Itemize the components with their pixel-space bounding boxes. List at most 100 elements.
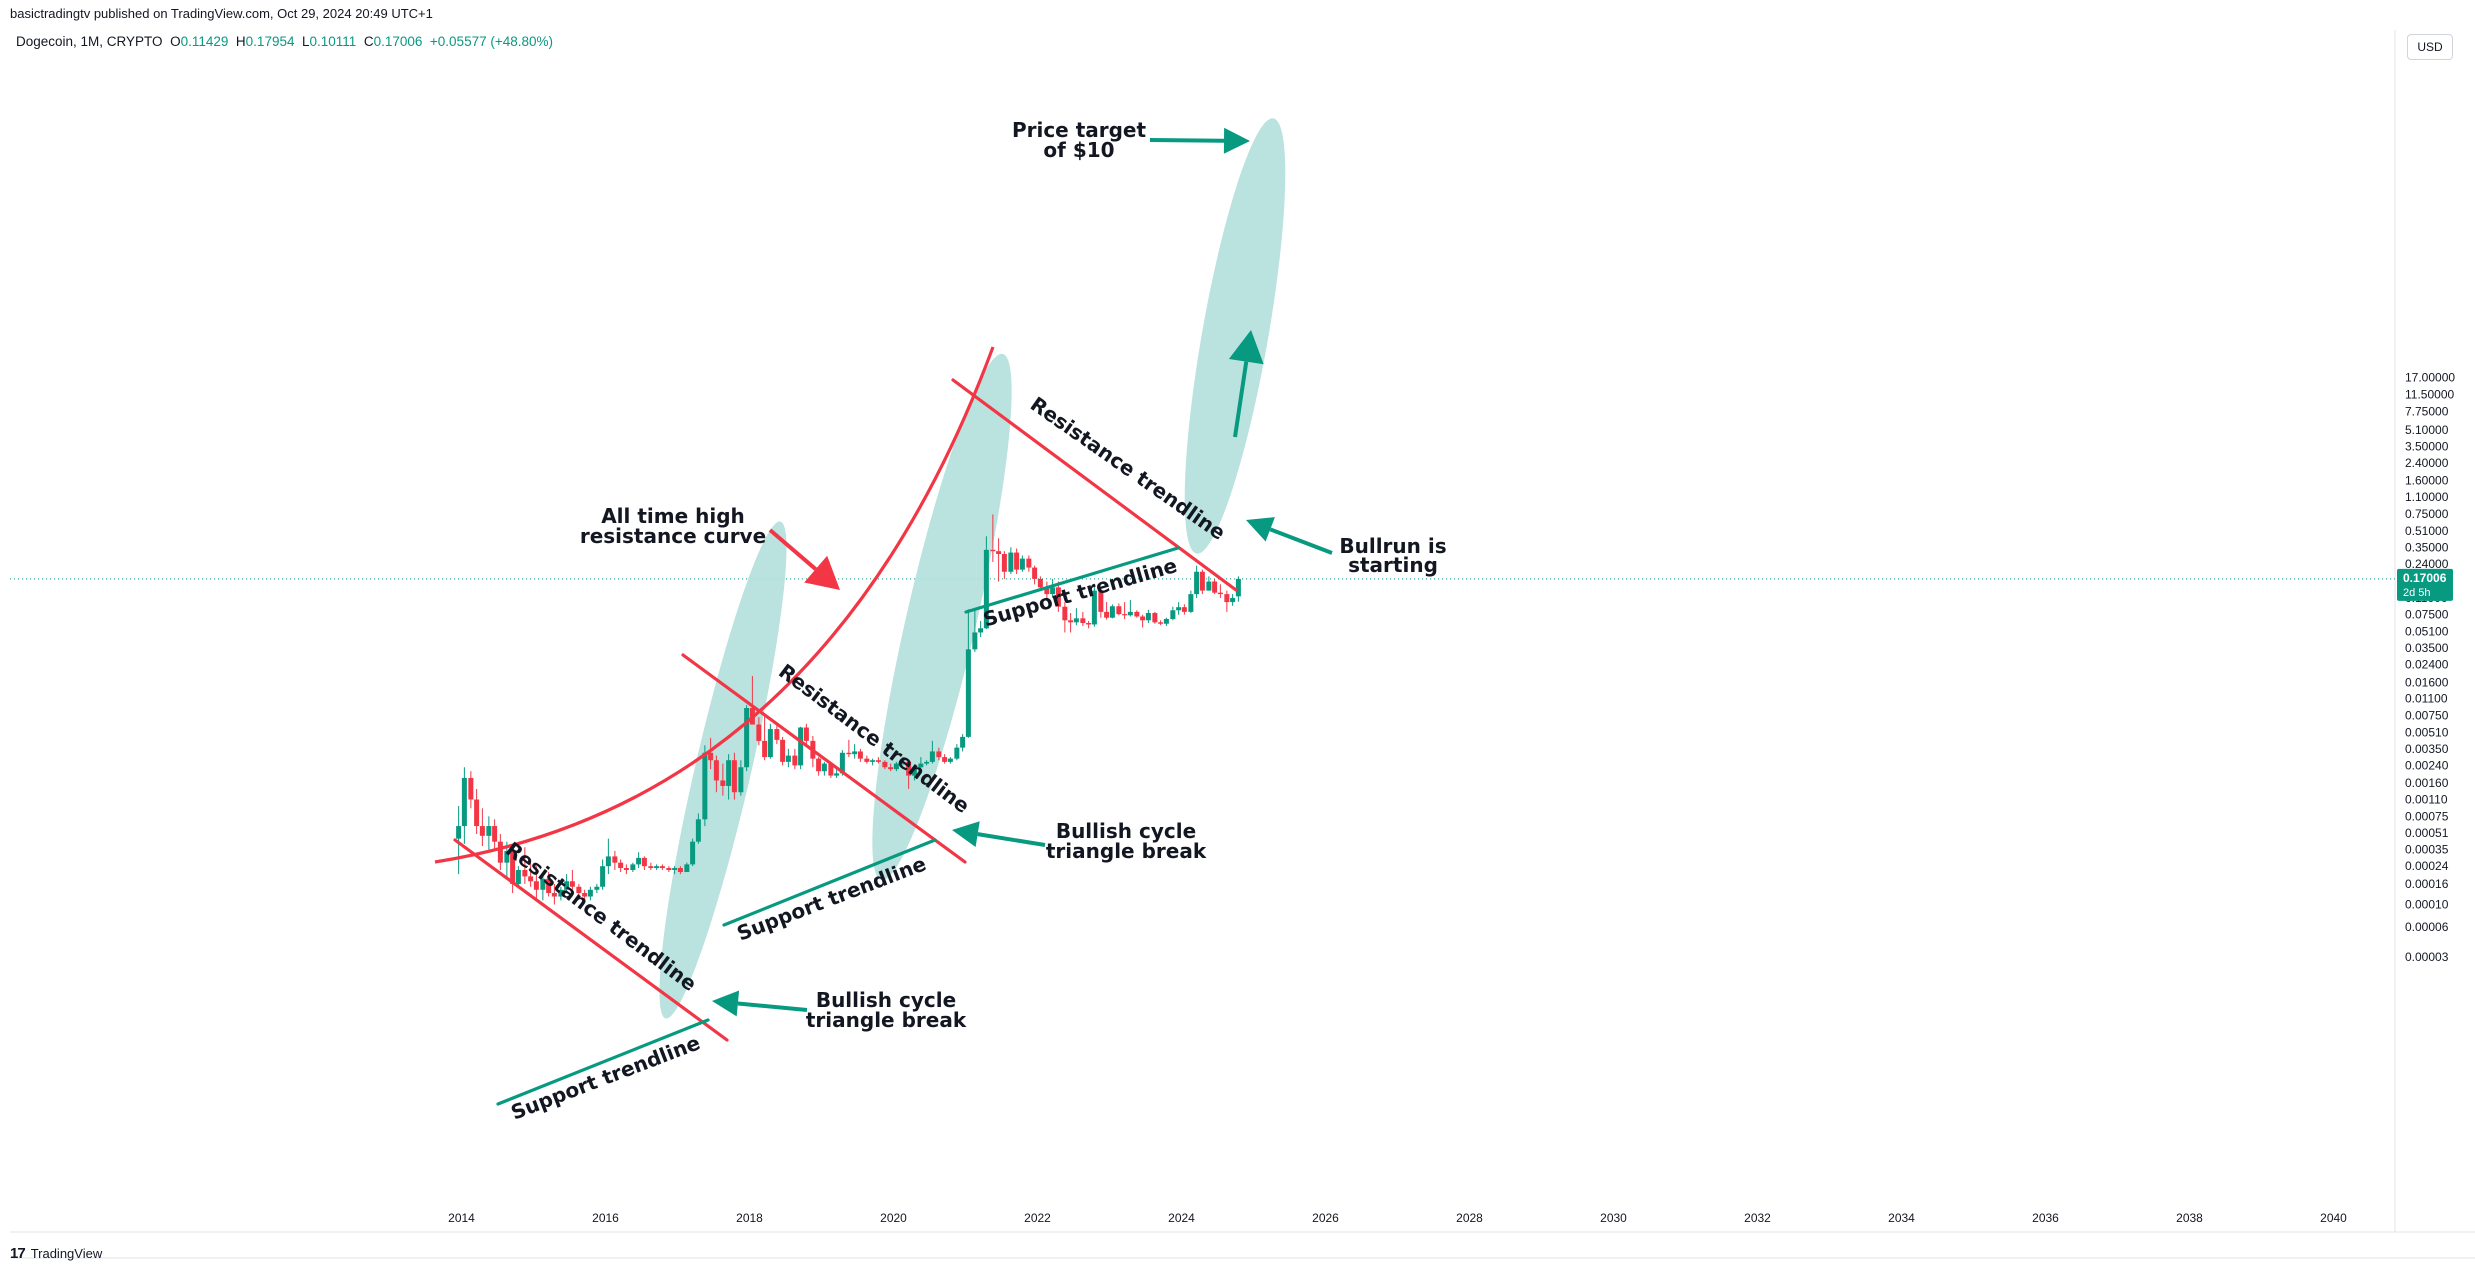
candle-body [569, 881, 575, 887]
current-price-value: 0.17006 [2403, 571, 2447, 585]
candle-body [528, 876, 534, 882]
candle-body [666, 868, 672, 870]
candle-body [1116, 606, 1122, 615]
time-tick-label: 2038 [2176, 1211, 2203, 1225]
candle-body [893, 763, 899, 770]
price-tick-label: 0.00075 [2405, 809, 2449, 823]
current-price-badge [2397, 568, 2453, 601]
ath-resistance-curve [434, 346, 995, 864]
candle-body [870, 760, 876, 762]
candle-body [888, 767, 894, 770]
candle-body [1091, 590, 1097, 625]
tradingview-logo-icon: 17 [10, 1245, 26, 1262]
candle-body [1134, 611, 1140, 617]
price-tick-label: 0.00016 [2405, 877, 2449, 891]
candle-body [648, 866, 654, 869]
candle-body [636, 857, 642, 865]
candle-body [600, 866, 606, 887]
candle-body [954, 747, 960, 759]
candle-body [522, 869, 528, 877]
candle-body [875, 760, 881, 762]
candle-body [1050, 587, 1056, 595]
price-tick-label: 0.00024 [2405, 859, 2449, 873]
candle-body [1181, 607, 1187, 612]
candle-body [798, 727, 804, 766]
candle-body [947, 758, 953, 762]
symbol-legend[interactable]: Dogecoin, 1M, CRYPTO O0.11429 H0.17954 L… [16, 34, 553, 49]
candle-body [1019, 558, 1025, 570]
candle-body [900, 761, 906, 764]
candle-body [672, 868, 678, 870]
candle-body [1140, 616, 1146, 621]
candle-body [456, 826, 462, 839]
price-tick-label: 0.00003 [2405, 950, 2449, 964]
break-arrow-2020-shaft [977, 832, 1046, 847]
price-tick-label: 1.10000 [2405, 490, 2449, 504]
price-tick-label: 0.00010 [2405, 898, 2449, 912]
time-tick-label: 2040 [2320, 1211, 2347, 1225]
candle-body [1008, 552, 1014, 572]
candle-body [767, 729, 773, 758]
candle-body [504, 850, 510, 863]
trendlines-layer [434, 346, 1238, 1106]
candle-body [990, 549, 996, 552]
candle-body [918, 763, 924, 768]
candle-body [834, 773, 840, 776]
symbol-name[interactable]: Dogecoin, 1M, CRYPTO [16, 34, 163, 49]
break-arrow-2017-head [712, 990, 740, 1017]
open-value: 0.11429 [180, 34, 229, 49]
candle-body [1001, 554, 1007, 572]
candle-body [630, 864, 636, 870]
high-label: H [235, 34, 246, 49]
change-value: +0.05577 (+48.80%) [429, 34, 554, 49]
candle-body [942, 757, 948, 762]
time-tick-label: 2030 [1600, 1211, 1627, 1225]
candle-body [684, 864, 690, 873]
price-tick-label: 0.75000 [2405, 507, 2449, 521]
price-tick-label: 0.07500 [2405, 608, 2449, 622]
time-tick-label: 2036 [2032, 1211, 2059, 1225]
candle-body [756, 724, 762, 741]
candle-body [1014, 552, 1020, 570]
price-tick-label: 0.00110 [2405, 793, 2448, 807]
bullrun-arrow-shaft [1269, 527, 1333, 555]
candle-body [738, 767, 744, 793]
candle-body [654, 866, 660, 869]
candle-body [1152, 612, 1158, 623]
candle-body [1062, 606, 1068, 621]
ath-curve-arrow-head [804, 555, 840, 590]
candle-body [839, 752, 845, 774]
price-tick-label: 5.10000 [2405, 423, 2449, 437]
target-arrow-head [1223, 127, 1250, 154]
candle-body [960, 736, 966, 748]
candle-body [731, 760, 737, 793]
bullish-break-label-2020: Bullish cycle [1056, 819, 1196, 843]
candle-body [492, 826, 498, 842]
price-tick-label: 7.75000 [2405, 405, 2449, 419]
candle-body [612, 856, 618, 863]
price-tick-label: 17.00000 [2405, 370, 2455, 384]
currency-button[interactable]: USD [2407, 34, 2453, 60]
candle-body [828, 763, 834, 776]
price-target-label: Price target [1012, 118, 1147, 142]
candle-body [1158, 622, 1164, 624]
tradingview-footer[interactable]: 17 TradingView [10, 1245, 102, 1262]
price-axis: 17.00000 11.50000 7.75000 5.10000 3.50000 2.4… [2397, 370, 2455, 964]
breakout-up-arrow-shaft [1233, 361, 1249, 438]
candle-body [780, 739, 786, 762]
time-tick-label: 2024 [1168, 1211, 1195, 1225]
candle-body [1037, 578, 1043, 588]
candle-body [594, 886, 600, 890]
high-value: 0.17954 [245, 34, 295, 49]
candle-body [1163, 618, 1169, 624]
candle-body [882, 761, 888, 768]
candle-body [605, 856, 611, 867]
bullish-break-label-2017: Bullish cycle [816, 988, 956, 1012]
candle-body [1127, 611, 1133, 616]
candle-body [857, 751, 863, 759]
support-trendline [964, 546, 1180, 614]
ath-curve-label: All time high [601, 504, 745, 528]
candle-body [744, 708, 750, 768]
candle-body [479, 826, 485, 836]
